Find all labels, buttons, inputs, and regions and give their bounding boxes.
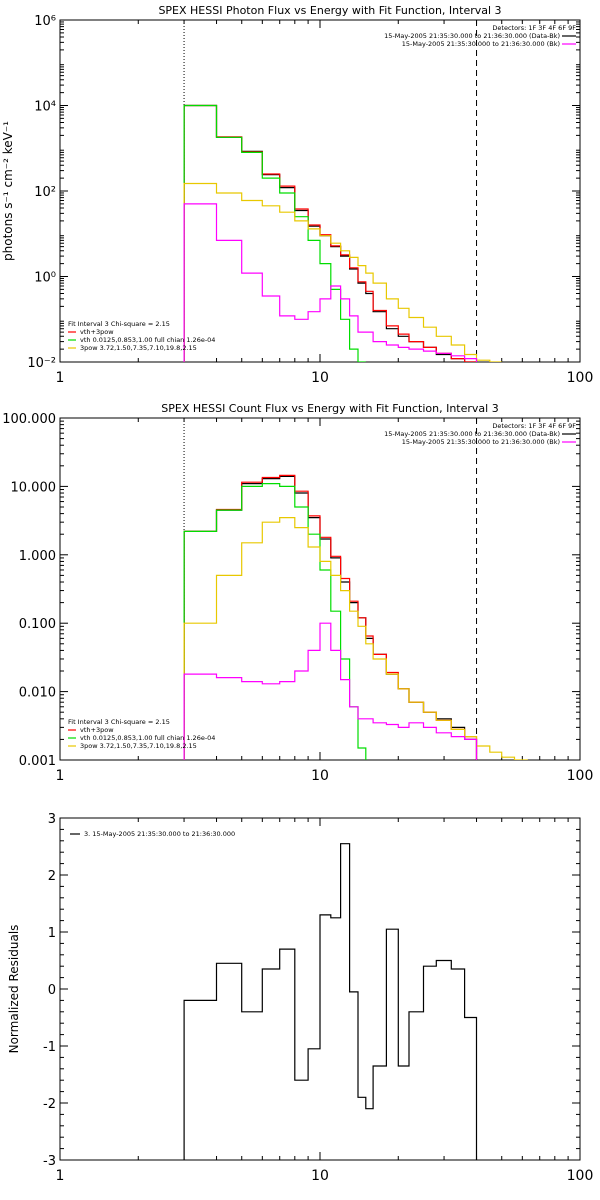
y-tick-label: 0 xyxy=(48,983,56,998)
residuals-legend: 3. 15-May-2005 21:35:30.000 to 21:36:30.… xyxy=(70,830,235,838)
series-line-3 xyxy=(183,182,502,362)
y-tick-label: 10⁰ xyxy=(34,271,56,286)
legend-entry: 3pow 3.72,1.50,7.35,7.10,19.8,2.15 xyxy=(80,742,197,750)
y-tick-label: 100.000 xyxy=(2,412,56,427)
x-tick-label: 1 xyxy=(56,768,65,784)
photon-flux-ylabel: photons s⁻¹ cm⁻² keV⁻¹ xyxy=(1,121,15,261)
photon-flux-series xyxy=(183,20,502,362)
legend-entry: 15-May-2005 21:35:30.000 to 21:36:30.000… xyxy=(402,438,560,446)
x-tick-label: 100 xyxy=(567,1168,594,1184)
legend-entry: 15-May-2005 21:35:30.000 to 21:36:30.000… xyxy=(402,40,560,48)
y-tick-label: 10⁻² xyxy=(27,356,56,371)
series-line-2 xyxy=(183,483,367,760)
x-tick-label: 1 xyxy=(56,1168,65,1184)
y-tick-label: -1 xyxy=(43,1040,56,1055)
legend-entry: 15-May-2005 21:35:30.000 to 21:36:30.000… xyxy=(384,430,560,438)
y-tick-label: 1 xyxy=(48,926,56,941)
x-tick-label: 10 xyxy=(311,370,329,386)
series-line-0 xyxy=(183,843,478,1160)
legend-entry: vth 0.0125,0.853,1.00 full chian 1.26e-0… xyxy=(80,336,215,344)
y-tick-label: 2 xyxy=(48,869,56,884)
y-tick-label: 1.000 xyxy=(19,549,56,564)
legend-entry: Fit Interval 3 Chi-square = 2.15 xyxy=(68,718,170,726)
legend-entry: Fit Interval 3 Chi-square = 2.15 xyxy=(68,320,170,328)
photon-flux-panel: SPEX HESSI Photon Flux vs Energy with Fi… xyxy=(1,4,593,386)
legend-entry: 15-May-2005 21:35:30.000 to 21:36:30.000… xyxy=(384,32,560,40)
series-line-1 xyxy=(183,474,478,760)
legend-entry: Detectors: 1F 3F 4F 6F 9F xyxy=(492,24,576,32)
y-tick-label: 0.100 xyxy=(19,617,56,632)
count-flux-plot-frame xyxy=(59,417,581,761)
count-flux-title: SPEX HESSI Count Flux vs Energy with Fit… xyxy=(161,402,498,415)
legend-entry: vth 0.0125,0.853,1.00 full chian 1.26e-0… xyxy=(80,734,215,742)
residuals-ticks: 1 10 100 -3 -2 -1 0 1 2 3 xyxy=(43,812,593,1184)
residuals-series xyxy=(183,843,478,1160)
series-line-2 xyxy=(183,104,366,362)
x-tick-label: 10 xyxy=(311,768,329,784)
y-tick-label: 10⁴ xyxy=(34,100,56,115)
count-flux-ticks: 1 10 100 0.001 0.010 0.100 1.000 10.000 100.000 xyxy=(2,412,593,784)
series-line-4 xyxy=(183,203,478,362)
photon-flux-ticks: 1 10 100 10⁻² 10⁰ 10² 10⁴ 10⁶ xyxy=(27,14,593,386)
legend-entry: 3. 15-May-2005 21:35:30.000 to 21:36:30.… xyxy=(84,830,235,838)
residuals-panel: Normalized Residuals 1 10 100 -3 -2 -1 0 1 2 3 3.… xyxy=(7,812,593,1184)
legend-entry: vth+3pow xyxy=(80,726,114,734)
y-tick-label: 3 xyxy=(48,812,56,827)
series-line-3 xyxy=(183,517,528,760)
y-tick-label: 10⁶ xyxy=(34,14,56,29)
legend-entry: 3pow 3.72,1.50,7.35,7.10,19.8,2.15 xyxy=(80,344,197,352)
y-tick-label: -3 xyxy=(43,1154,56,1169)
legend-entry: Detectors: 1F 3F 4F 6F 9F xyxy=(492,422,576,430)
series-line-4 xyxy=(183,622,478,760)
y-tick-label: 10² xyxy=(34,185,56,200)
photon-flux-title: SPEX HESSI Photon Flux vs Energy with Fi… xyxy=(158,4,501,17)
x-tick-label: 100 xyxy=(567,370,594,386)
y-tick-label: 0.010 xyxy=(19,686,56,701)
legend-entry: vth+3pow xyxy=(80,328,114,336)
y-tick-label: 0.001 xyxy=(19,754,56,769)
count-flux-panel: SPEX HESSI Count Flux vs Energy with Fit… xyxy=(2,402,593,784)
x-tick-label: 10 xyxy=(311,1168,329,1184)
residuals-ylabel: Normalized Residuals xyxy=(7,925,21,1054)
y-tick-label: -2 xyxy=(43,1097,56,1112)
count-flux-series xyxy=(183,418,528,760)
series-line-0 xyxy=(183,475,478,760)
y-tick-label: 10.000 xyxy=(11,480,57,495)
series-line-0 xyxy=(183,104,477,362)
series-line-1 xyxy=(183,104,477,362)
x-tick-label: 1 xyxy=(56,370,65,386)
x-tick-label: 100 xyxy=(567,768,594,784)
